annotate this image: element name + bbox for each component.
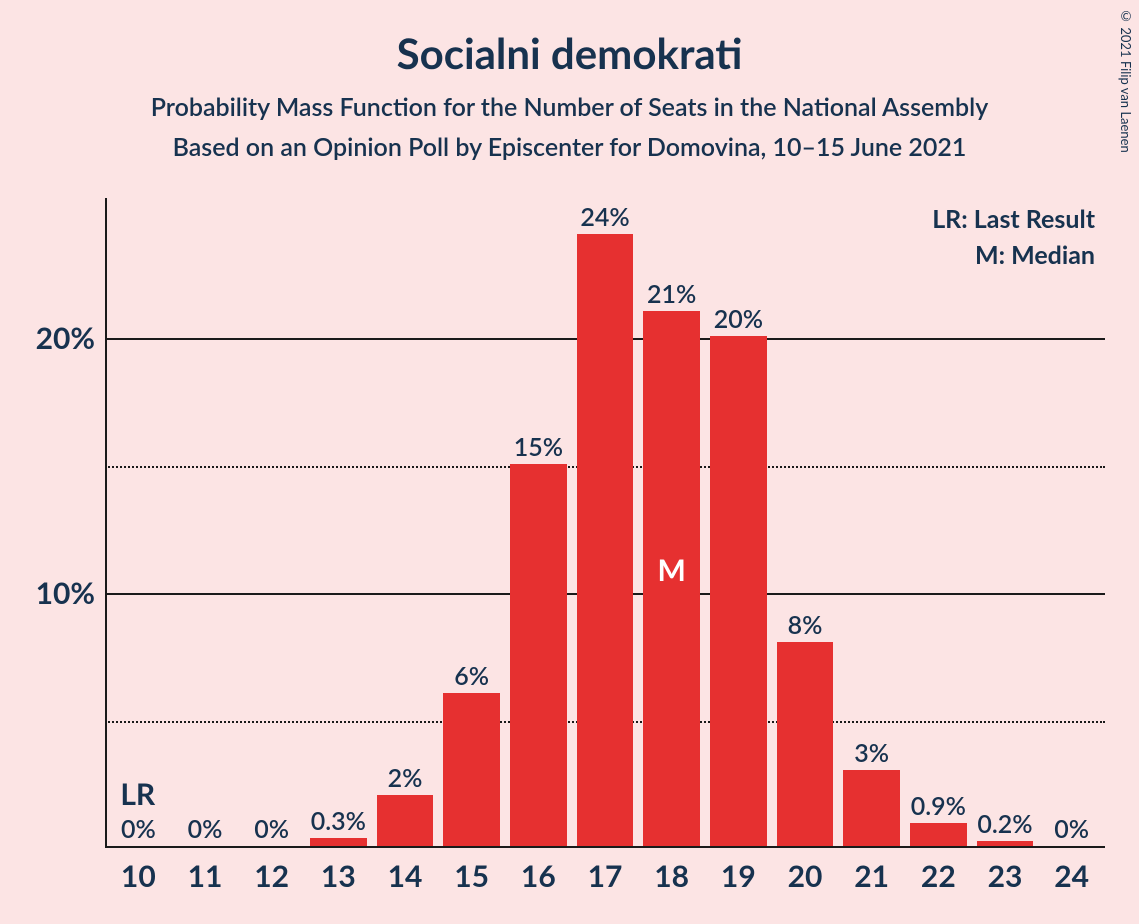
chart-subtitle-1: Probability Mass Function for the Number… (0, 78, 1139, 122)
legend-m: M: Median (975, 240, 1095, 270)
x-axis (105, 846, 1105, 848)
legend-lr: LR: Last Result (932, 204, 1095, 234)
chart-subtitle-2: Based on an Opinion Poll by Episcenter f… (0, 122, 1139, 162)
x-axis-label: 22 (921, 858, 956, 894)
bar (577, 234, 634, 846)
bar-value-label: 8% (788, 610, 823, 640)
x-axis-label: 16 (521, 858, 556, 894)
bar (377, 795, 434, 846)
x-axis-label: 13 (321, 858, 356, 894)
plot-area: LR: Last Result M: Median 10%20%0%100%11… (105, 198, 1105, 848)
bar (310, 838, 367, 846)
y-axis-label: 10% (36, 575, 95, 611)
bar-value-label: 21% (647, 279, 696, 309)
bar (510, 464, 567, 846)
bar-value-label: 0% (1054, 814, 1089, 844)
bar-value-label: 0.9% (911, 791, 966, 821)
x-axis-label: 15 (454, 858, 489, 894)
bar-value-label: 0% (121, 814, 156, 844)
x-axis-label: 20 (788, 858, 823, 894)
bar-value-label: 15% (514, 432, 563, 462)
x-axis-label: 11 (188, 858, 223, 894)
bar-value-label: 24% (580, 202, 629, 232)
x-axis-label: 24 (1054, 858, 1089, 894)
x-axis-label: 17 (588, 858, 623, 894)
x-axis-label: 14 (388, 858, 423, 894)
bar-value-label: 0.3% (311, 806, 366, 836)
x-axis-label: 21 (854, 858, 889, 894)
chart-title: Socialni demokrati (0, 0, 1139, 78)
bar-value-label: 0% (188, 814, 223, 844)
x-axis-label: 23 (988, 858, 1023, 894)
bar-value-label: 2% (388, 763, 423, 793)
y-axis-label: 20% (36, 320, 95, 356)
x-axis-label: 18 (654, 858, 689, 894)
bar (910, 823, 967, 846)
bar-value-label: 3% (854, 738, 889, 768)
bar-value-label: 0% (254, 814, 289, 844)
bar (777, 642, 834, 846)
x-axis-label: 10 (121, 858, 156, 894)
x-axis-label: 19 (721, 858, 756, 894)
copyright-text: © 2021 Filip van Laenen (1118, 8, 1134, 153)
bar (843, 770, 900, 846)
bar-value-label: 20% (714, 304, 763, 334)
bar (977, 841, 1034, 846)
pmf-chart: Socialni demokrati Probability Mass Func… (0, 0, 1139, 924)
bar (710, 336, 767, 846)
y-axis (105, 198, 107, 848)
bar (443, 693, 500, 846)
median-marker: M (657, 552, 685, 588)
lr-marker: LR (120, 776, 155, 812)
bar-value-label: 0.2% (977, 809, 1032, 839)
x-axis-label: 12 (254, 858, 289, 894)
bar-value-label: 6% (454, 661, 489, 691)
